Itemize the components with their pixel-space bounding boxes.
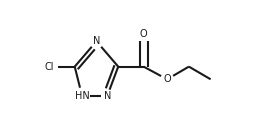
Text: N: N [93, 36, 100, 46]
Text: Cl: Cl [45, 62, 54, 72]
Text: N: N [104, 91, 111, 101]
Text: O: O [140, 29, 147, 39]
Text: O: O [163, 74, 171, 84]
Text: HN: HN [75, 91, 89, 101]
